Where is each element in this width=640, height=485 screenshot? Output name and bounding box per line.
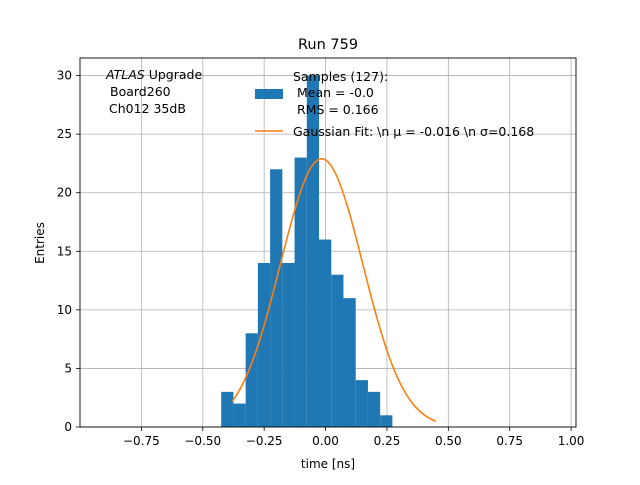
x-tick-label: 0.25: [374, 434, 401, 448]
x-tick-label: 1.00: [558, 434, 585, 448]
histogram-bar: [257, 263, 271, 427]
x-tick-label: −0.25: [246, 434, 283, 448]
y-axis-label: Entries: [33, 222, 47, 264]
legend-samples-patch: [255, 89, 283, 99]
y-tick-label: 30: [57, 69, 72, 83]
histogram-bar: [221, 391, 234, 427]
histogram-bar: [331, 274, 344, 427]
y-tick-label: 20: [57, 186, 72, 200]
x-tick-label: 0.50: [435, 434, 462, 448]
x-axis-ticks: −0.75 −0.50 −0.25 0.00 0.25 0.50 0.75 1.00: [123, 427, 584, 448]
legend-samples-mean: Mean = -0.0: [293, 85, 374, 100]
x-axis-label: time [ns]: [301, 457, 355, 471]
y-tick-label: 10: [57, 303, 72, 317]
annotation-upgrade: Upgrade: [145, 67, 203, 82]
y-axis-ticks: 0 5 10 15 20 25 30: [57, 69, 80, 434]
y-tick-label: 5: [64, 361, 72, 375]
histogram-bar: [294, 157, 307, 428]
histogram-bar: [282, 263, 295, 427]
annotation-channel: Ch012 35dB: [109, 101, 186, 116]
x-tick-label: 0.75: [496, 434, 523, 448]
annotation-title: ATLAS Upgrade: [105, 67, 202, 82]
histogram-bar: [233, 403, 246, 427]
histogram-bar: [319, 239, 332, 427]
x-tick-label: −0.50: [184, 434, 221, 448]
histogram-bar: [343, 298, 356, 427]
legend-samples-label: Samples (127):: [293, 69, 388, 84]
legend-fit-label: Gaussian Fit: \n μ = -0.016 \n σ=0.168: [293, 124, 534, 139]
histogram-bar: [367, 391, 381, 427]
y-tick-label: 15: [57, 244, 72, 258]
x-tick-label: 0.00: [312, 434, 339, 448]
y-tick-label: 25: [57, 127, 72, 141]
histogram-bar: [306, 75, 320, 428]
histogram-bars: [221, 75, 393, 428]
plot-frame: [79, 57, 577, 428]
annotation-block: ATLAS Upgrade Board260 Ch012 35dB: [105, 67, 202, 116]
annotation-board: Board260: [110, 84, 171, 99]
chart-title: Run 759: [298, 37, 358, 53]
histogram-bar: [380, 415, 393, 427]
annotation-atlas: ATLAS: [105, 67, 145, 82]
histogram-bar: [245, 333, 258, 427]
y-tick-label: 0: [64, 420, 72, 434]
histogram-bar: [355, 380, 368, 427]
histogram-bar: [270, 169, 283, 428]
legend-samples-rms: RMS = 0.166: [293, 102, 379, 117]
gaussian-fit-curve: [231, 157, 437, 423]
legend: Samples (127): Mean = -0.0 RMS = 0.166 G…: [255, 69, 534, 139]
x-tick-label: −0.75: [123, 434, 160, 448]
